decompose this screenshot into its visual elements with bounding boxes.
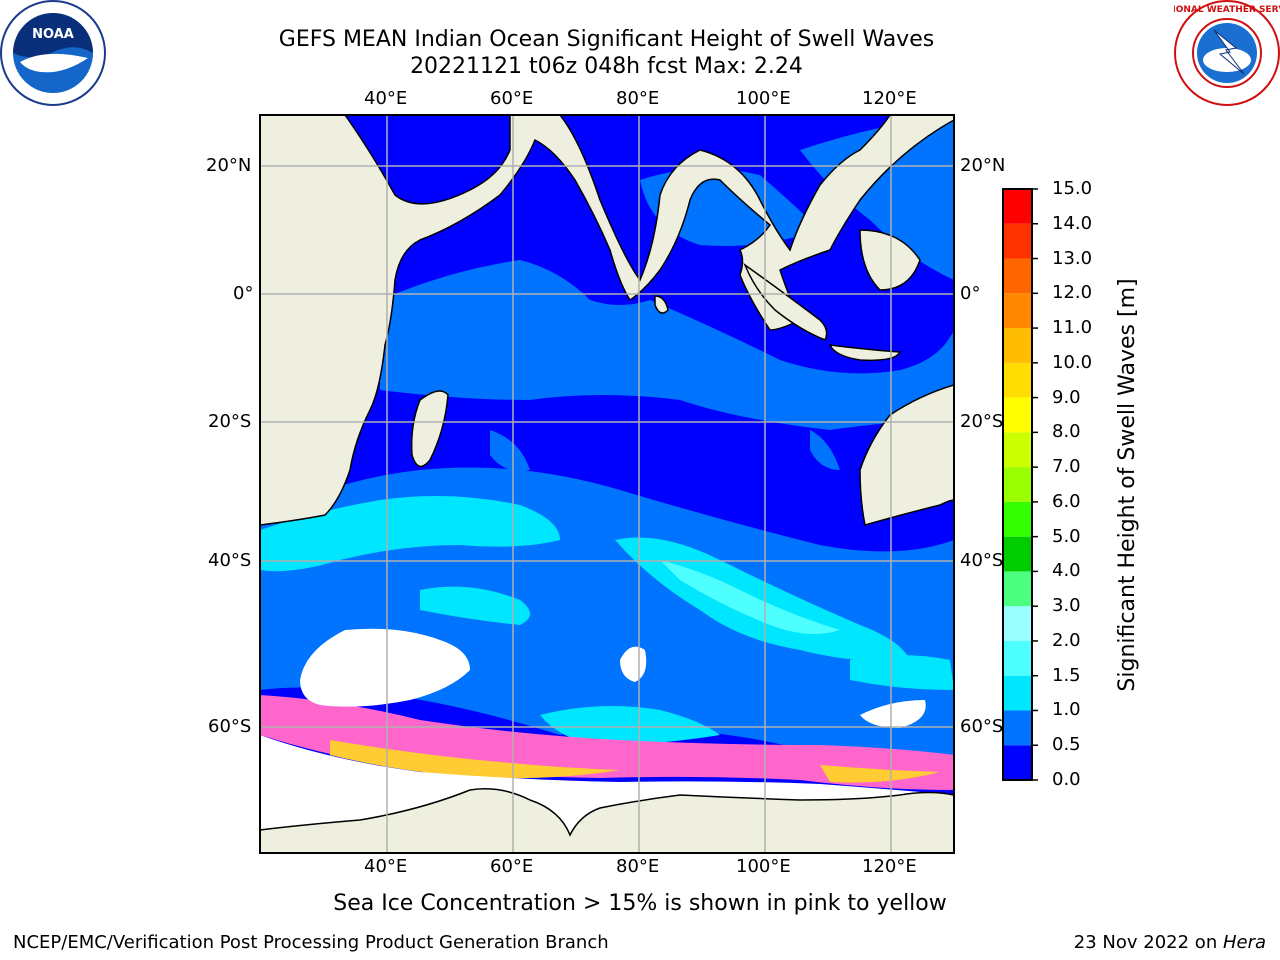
colorbar-tick-label: 8.0 (1052, 421, 1081, 443)
lat-tick-left: 20°N (206, 155, 252, 176)
colorbar-tick-label: 1.0 (1052, 699, 1081, 721)
lat-tick-right: 60°S (960, 716, 1004, 737)
lon-tick-top: 40°E (364, 88, 408, 109)
footer-host: Hera (1222, 932, 1266, 953)
lon-tick-bottom: 40°E (364, 856, 408, 877)
graticule (260, 115, 954, 853)
colorbar-tick-label: 11.0 (1052, 317, 1093, 339)
lat-tick-left: 0° (233, 283, 254, 304)
lon-tick-top: 80°E (616, 88, 660, 109)
lat-tick-right: 20°S (960, 411, 1004, 432)
colorbar-tick-label: 14.0 (1052, 212, 1093, 234)
lat-tick-right: 20°N (960, 155, 1006, 176)
swell-band-1p5-2 (660, 560, 840, 634)
colorbar-bin (1003, 606, 1032, 641)
nws-logo: NATIONAL WEATHER SERVICE (1174, 0, 1280, 106)
footer-date-text: 23 Nov 2022 on (1073, 932, 1223, 953)
colorbar-bin (1003, 328, 1032, 363)
colorbar-tick-label: 10.0 (1052, 351, 1093, 373)
chart-subtitle: 20221121 t06z 048h fcst Max: 2.24 (410, 54, 803, 79)
colorbar-bin (1003, 501, 1032, 537)
colorbar-tick-label: 6.0 (1052, 490, 1081, 512)
colorbar-tick-label: 0.0 (1052, 769, 1081, 790)
colorbar-tick-label: 5.0 (1052, 525, 1081, 547)
colorbar-bin (1003, 710, 1032, 746)
colorbar-tick-label: 13.0 (1052, 247, 1093, 269)
lon-tick-bottom: 120°E (862, 856, 917, 877)
colorbar-tick-label: 2.0 (1052, 629, 1081, 651)
colorbar-frame (1002, 188, 1033, 781)
colorbar-bin (1003, 640, 1032, 676)
noaa-logo: NOAA (0, 0, 106, 106)
colorbar-bin (1003, 675, 1032, 711)
colorbar-bin (1003, 745, 1032, 780)
colorbar-tick-label: 9.0 (1052, 386, 1081, 408)
lon-tick-top: 120°E (862, 88, 917, 109)
colorbar-tick-label: 4.0 (1052, 560, 1081, 582)
colorbar-bin (1003, 189, 1032, 224)
lat-tick-right: 40°S (960, 550, 1004, 571)
colorbar-bin (1003, 536, 1032, 572)
colorbar-tick-label: 1.5 (1052, 664, 1081, 686)
colorbar-bin (1003, 258, 1032, 294)
footer-date: 23 Nov 2022 on Hera (1074, 932, 1266, 954)
colorbar-bin (1003, 223, 1032, 259)
lon-tick-top: 100°E (736, 88, 791, 109)
sea-ice-note: Sea Ice Concentration > 15% is shown in … (333, 891, 947, 916)
svg-text:NATIONAL WEATHER SERVICE: NATIONAL WEATHER SERVICE (1174, 5, 1280, 15)
colorbar-tick-label: 15.0 (1052, 178, 1093, 199)
svg-text:NOAA: NOAA (32, 27, 74, 42)
lon-tick-bottom: 80°E (616, 856, 660, 877)
colorbar-bin (1003, 293, 1032, 329)
colorbar-label: Significant Height of Swell Waves [m] (1115, 278, 1140, 692)
colorbar-bin (1003, 362, 1032, 398)
lon-tick-bottom: 100°E (736, 856, 791, 877)
land-masses (260, 115, 954, 853)
colorbar-tick-label: 0.5 (1052, 734, 1081, 756)
lat-tick-left: 60°S (208, 716, 252, 737)
footer-credit: NCEP/EMC/Verification Post Processing Pr… (13, 932, 609, 953)
sea-ice-band (260, 695, 954, 790)
colorbar-bin (1003, 432, 1032, 468)
colorbar-bin (1003, 467, 1032, 502)
colorbar (1003, 188, 1038, 781)
colorbar-tick-label: 3.0 (1052, 595, 1081, 617)
colorbar-bin (1003, 571, 1032, 607)
lat-tick-left: 20°S (208, 411, 252, 432)
lon-tick-top: 60°E (490, 88, 534, 109)
lat-tick-left: 40°S (208, 550, 252, 571)
colorbar-bin (1003, 397, 1032, 433)
chart-title: GEFS MEAN Indian Ocean Significant Heigh… (278, 27, 935, 52)
lon-tick-bottom: 60°E (490, 856, 534, 877)
colorbar-tick-label: 7.0 (1052, 456, 1081, 478)
lat-tick-right: 0° (960, 283, 981, 304)
map-frame (259, 114, 955, 854)
colorbar-tick-label: 12.0 (1052, 282, 1093, 304)
